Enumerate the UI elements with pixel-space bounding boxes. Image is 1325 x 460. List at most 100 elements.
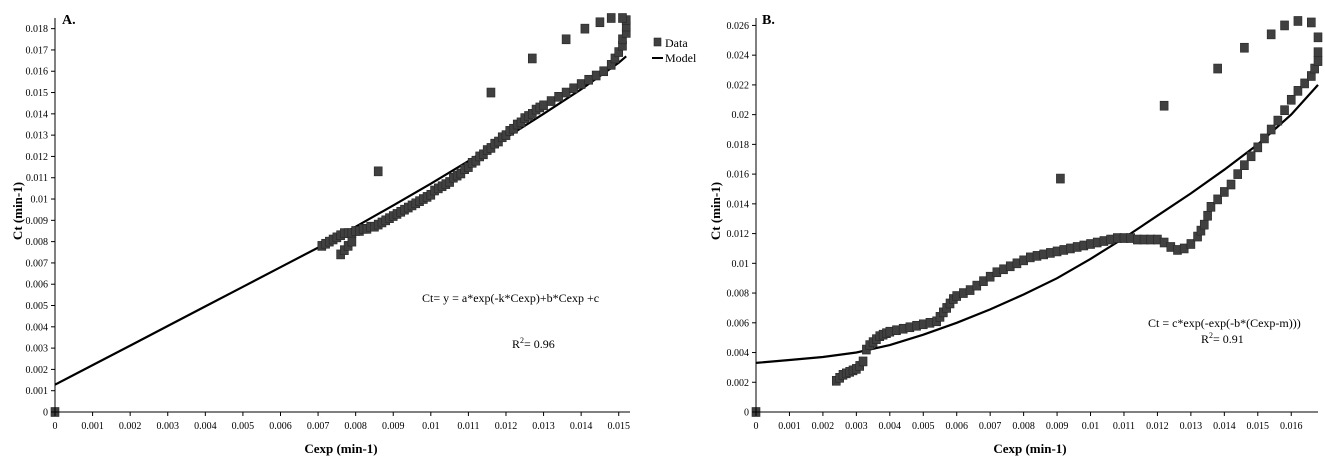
data-point [1266, 29, 1276, 40]
x-tick-label: 0.004 [879, 421, 902, 432]
y-tick-label: 0.012 [727, 229, 750, 240]
y-tick-label: 0.026 [727, 21, 750, 32]
data-point [486, 87, 496, 98]
y-tick-label: 0.014 [26, 109, 49, 120]
panel-b-r2-exponent: 2 [1209, 331, 1213, 340]
data-point [1056, 173, 1065, 184]
y-tick-label: 0.022 [727, 80, 750, 91]
x-tick-label: 0.002 [812, 421, 835, 432]
data-point [569, 83, 578, 94]
y-tick-label: 0.018 [727, 140, 750, 151]
x-tick-label: 0.007 [979, 421, 1002, 432]
data-point [618, 13, 627, 23]
data-point [1206, 202, 1216, 212]
data-point [1240, 160, 1249, 170]
panel-a-x-axis-title: Cexp (min-1) [304, 441, 377, 456]
y-tick-label: 0.01 [732, 259, 750, 270]
x-tick-label: 0.011 [1113, 421, 1135, 432]
panel-a-r2-value: = 0.96 [524, 337, 555, 351]
panel-b-label: B. [762, 13, 775, 28]
data-point [1307, 17, 1316, 28]
data-point [591, 70, 601, 81]
data-point [1300, 78, 1309, 89]
y-tick-label: 0.01 [31, 195, 49, 206]
data-point [1233, 169, 1243, 179]
x-tick-label: 0.008 [344, 421, 367, 432]
data-point [1226, 179, 1236, 190]
x-tick-label: 0.006 [945, 421, 968, 432]
x-tick-label: 0.008 [1012, 421, 1035, 432]
legend-data-marker [653, 37, 662, 47]
x-tick-label: 0.015 [1247, 421, 1270, 432]
y-tick-label: 0.003 [26, 344, 49, 355]
data-point [584, 74, 593, 85]
x-tick-label: 0.014 [570, 421, 593, 432]
y-tick-label: 0.002 [26, 365, 49, 376]
x-tick-label: 0.004 [194, 421, 217, 432]
x-tick-label: 0.012 [495, 421, 518, 432]
y-tick-label: 0.006 [727, 318, 750, 329]
x-tick-label: 0.003 [156, 421, 179, 432]
legend-data-label: Data [665, 36, 688, 50]
y-tick-label: 0.008 [26, 237, 49, 248]
data-point [1220, 187, 1229, 197]
legend-model-label: Model [665, 51, 697, 65]
data-point [539, 100, 548, 111]
y-tick-label: 0.02 [732, 110, 750, 121]
panel-b-r2-value: = 0.91 [1213, 332, 1244, 346]
data-point [561, 87, 571, 98]
data-point [1313, 56, 1323, 66]
data-point [1286, 94, 1296, 105]
x-tick-label: 0.014 [1213, 421, 1236, 432]
y-tick-label: 0.007 [26, 258, 49, 269]
x-tick-label: 0 [53, 421, 58, 432]
data-point [1253, 142, 1263, 153]
y-tick-label: 0 [744, 408, 749, 419]
data-point [595, 17, 605, 28]
data-point [1266, 124, 1276, 135]
x-tick-label: 0.007 [307, 421, 330, 432]
x-tick-label: 0.012 [1146, 421, 1169, 432]
data-point [1280, 105, 1289, 115]
data-point [1213, 63, 1222, 74]
y-tick-label: 0.024 [727, 51, 750, 62]
panel-a-r2-exponent: 2 [520, 336, 524, 345]
data-point [1159, 100, 1169, 111]
x-tick-label: 0.01 [1082, 421, 1100, 432]
panel-a-y-axis-title: Ct (min-1) [10, 182, 25, 240]
data-point [858, 356, 868, 367]
data-point [1313, 47, 1323, 57]
panel-a-r2: R2= 0.96 [512, 336, 555, 351]
data-point [527, 53, 537, 64]
x-tick-label: 0.013 [532, 421, 555, 432]
y-tick-label: 0.004 [727, 348, 750, 359]
x-tick-label: 0.001 [778, 421, 801, 432]
x-tick-label: 0.015 [607, 421, 630, 432]
panel-b-y-axis-title: Ct (min-1) [708, 182, 723, 240]
data-point [1280, 20, 1289, 31]
panel-b-r2: R2= 0.91 [1201, 331, 1244, 346]
y-tick-label: 0.011 [26, 173, 48, 184]
data-point [1246, 151, 1256, 162]
data-point [1260, 133, 1269, 144]
data-point [561, 34, 571, 45]
y-tick-label: 0.016 [727, 170, 750, 181]
data-point [1203, 210, 1212, 221]
data-point [1293, 86, 1303, 96]
x-tick-label: 0.013 [1180, 421, 1203, 432]
panel-b-x-axis-title: Cexp (min-1) [993, 441, 1066, 456]
panel-b-equation: Ct = c*exp(-exp(-b*(Cexp-m))) [1148, 316, 1301, 330]
y-tick-label: 0.001 [26, 386, 49, 397]
data-point [1293, 16, 1303, 26]
y-tick-label: 0.002 [727, 378, 750, 389]
data-point [576, 79, 586, 89]
y-tick-label: 0.008 [727, 289, 750, 300]
x-tick-label: 0.01 [422, 421, 440, 432]
y-tick-label: 0.009 [26, 216, 49, 227]
y-tick-label: 0.012 [26, 152, 49, 163]
y-tick-label: 0.005 [26, 301, 49, 312]
x-tick-label: 0.009 [1046, 421, 1069, 432]
panel-a-r2-symbol: R [512, 337, 520, 351]
x-tick-label: 0.003 [845, 421, 868, 432]
data-point [580, 23, 590, 34]
